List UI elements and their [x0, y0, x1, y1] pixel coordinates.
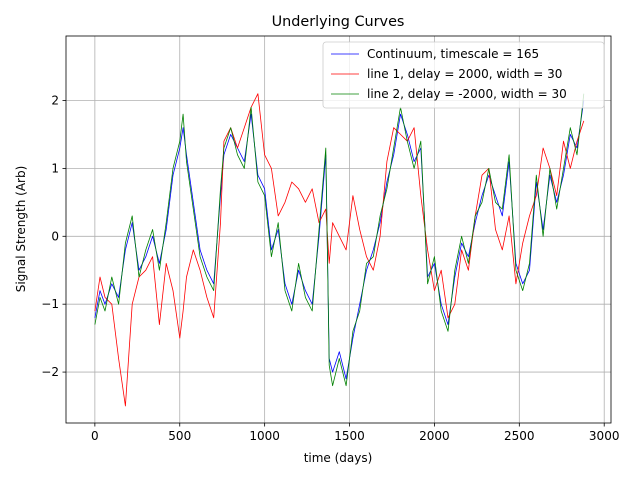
x-tick-label: 2000	[419, 429, 450, 443]
y-tick-label: 0	[51, 229, 59, 243]
legend-entry-3: line 2, delay = -2000, width = 30	[367, 87, 567, 101]
y-tick-label: −1	[41, 297, 59, 311]
x-tick-label: 0	[91, 429, 99, 443]
grid	[66, 36, 611, 423]
x-tick-label: 1000	[249, 429, 280, 443]
series-line-3	[94, 93, 585, 387]
plot-frame	[65, 35, 612, 424]
series-layer	[94, 93, 585, 407]
legend-entry-2: line 1, delay = 2000, width = 30	[367, 67, 562, 81]
y-axis-label: Signal Strength (Arb)	[14, 166, 28, 293]
series-line-2	[94, 93, 585, 407]
x-tick-label: 3000	[589, 429, 620, 443]
x-tick-label: 1500	[334, 429, 365, 443]
chart-title: Underlying Curves	[272, 14, 405, 30]
y-tick-label: −2	[41, 365, 59, 379]
legend-box	[322, 41, 605, 109]
ticks: 0 500 1000 1500 2000 2500 3000 −2 −1 0 1 2	[41, 94, 619, 444]
legend-entry-1: Continuum, timescale = 165	[367, 47, 539, 61]
x-tick-label: 2500	[504, 429, 535, 443]
x-axis-label: time (days)	[304, 451, 373, 465]
y-tick-label: 2	[51, 94, 59, 108]
x-tick-label: 500	[168, 429, 191, 443]
y-tick-label: 1	[51, 161, 59, 175]
legend: Continuum, timescale = 165 line 1, delay …	[322, 41, 605, 109]
